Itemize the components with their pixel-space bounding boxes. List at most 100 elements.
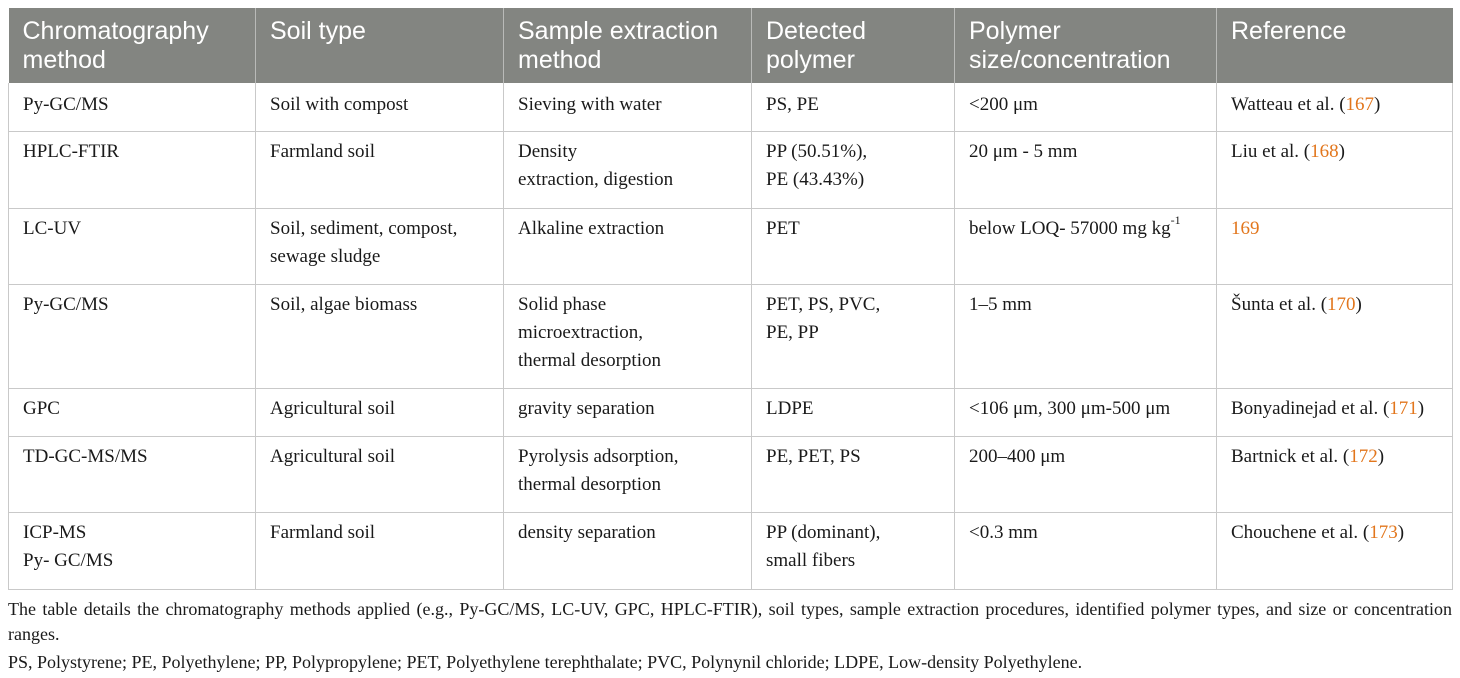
cell-polymer: PP (dominant), small fibers: [751, 512, 955, 590]
reference-close: ): [1377, 445, 1385, 467]
reference-link[interactable]: 172: [1349, 445, 1378, 467]
reference-author: Watteau et al. (: [1231, 94, 1346, 115]
cell-text: PET: [766, 217, 800, 239]
cell-size: 200–400 μm: [954, 436, 1217, 513]
table-row: Py-GC/MS Soil with compost Sieving with …: [8, 83, 1453, 132]
cell-polymer: LDPE: [751, 388, 955, 437]
cell-text: Agricultural soil: [270, 397, 396, 419]
unit-superscript: -1: [1170, 213, 1181, 228]
cell-text: below LOQ- 57000 mg kg: [969, 217, 1171, 239]
cell-text: thermal desorption: [518, 473, 661, 495]
cell-text: Density: [518, 140, 578, 162]
cell-method: Py-GC/MS: [8, 83, 256, 132]
cell-soil: Soil, algae biomass: [255, 284, 504, 389]
cell-polymer: PET: [751, 208, 955, 285]
reference-link[interactable]: 167: [1345, 94, 1375, 115]
header-detected-polymer: Detected polymer: [751, 8, 955, 83]
document: Chromatography method Soil type Sample e…: [8, 8, 1453, 675]
cell-text: HPLC-FTIR: [23, 140, 120, 162]
cell-text: Alkaline extraction: [518, 217, 665, 239]
reference-link[interactable]: 173: [1369, 521, 1398, 543]
reference-author: Chouchene et al. (: [1231, 521, 1370, 543]
cell-text: <106 μm, 300 μm-500 μm: [969, 397, 1171, 419]
cell-reference: Liu et al. (168): [1216, 131, 1453, 209]
cell-method: LC-UV: [8, 208, 256, 285]
reference-close: ): [1338, 140, 1345, 162]
cell-text: extraction, digestion: [518, 168, 674, 190]
cell-extraction: Pyrolysis adsorption, thermal desorption: [503, 436, 752, 513]
cell-polymer: PP (50.51%), PE (43.43%): [751, 131, 955, 209]
cell-soil: Soil with compost: [255, 83, 504, 132]
cell-soil: Soil, sediment, compost, sewage sludge: [255, 208, 504, 285]
cell-text: density separation: [518, 521, 656, 543]
table-row: ICP-MS Py- GC/MS Farmland soil density se…: [8, 512, 1453, 590]
cell-reference: 169: [1216, 208, 1453, 285]
cell-text: PP (50.51%),: [766, 140, 868, 162]
header-polymer-size: Polymer size/concentration: [954, 8, 1217, 83]
header-text: method: [22, 46, 106, 74]
cell-reference: Chouchene et al. (173): [1216, 512, 1453, 590]
cell-text: Py-GC/MS: [23, 293, 109, 315]
header-text: Polymer: [969, 17, 1061, 45]
cell-soil: Farmland soil: [255, 512, 504, 590]
cell-polymer: PE, PET, PS: [751, 436, 955, 513]
cell-soil: Farmland soil: [255, 131, 504, 209]
cell-text: Sieving with water: [518, 94, 662, 115]
cell-text: gravity separation: [518, 397, 655, 419]
cell-text: Py- GC/MS: [23, 549, 114, 571]
reference-author: Bartnick et al. (: [1231, 445, 1350, 467]
cell-method: Py-GC/MS: [8, 284, 256, 389]
reference-close: ): [1374, 94, 1381, 115]
cell-text: sewage sludge: [270, 245, 381, 267]
cell-soil: Agricultural soil: [255, 436, 504, 513]
header-reference: Reference: [1216, 8, 1453, 83]
table-row: TD-GC-MS/MS Agricultural soil Pyrolysis …: [8, 436, 1453, 513]
cell-text: 20 μm - 5 mm: [969, 140, 1078, 162]
cell-text: LDPE: [766, 397, 814, 419]
reference-author: Bonyadinejad et al. (: [1231, 397, 1390, 419]
cell-text: PET, PS, PVC,: [766, 293, 881, 315]
header-text: polymer: [766, 46, 855, 74]
header-text: Soil type: [270, 17, 366, 45]
cell-size: 1–5 mm: [954, 284, 1217, 389]
cell-extraction: Solid phase microextraction, thermal desor…: [503, 284, 752, 389]
table-row: Py-GC/MS Soil, algae biomass Solid phase…: [8, 284, 1453, 389]
cell-text: Pyrolysis adsorption,: [518, 445, 679, 467]
table-row: GPC Agricultural soil gravity separation…: [8, 388, 1453, 437]
header-soil-type: Soil type: [255, 8, 504, 83]
cell-text: Soil, algae biomass: [270, 293, 418, 315]
cell-extraction: Sieving with water: [503, 83, 752, 132]
header-sample-extraction-method: Sample extraction method: [503, 8, 752, 83]
cell-text: Soil, sediment, compost,: [270, 217, 458, 239]
cell-text: PS, PE: [766, 94, 819, 115]
reference-link[interactable]: 170: [1327, 293, 1356, 315]
cell-method: TD-GC-MS/MS: [8, 436, 256, 513]
cell-text: <200 μm: [969, 94, 1038, 115]
table-footnote: The table details the chromatography met…: [8, 597, 1452, 675]
reference-author: Liu et al. (: [1231, 140, 1311, 162]
cell-reference: Watteau et al. (167): [1216, 83, 1453, 132]
reference-link[interactable]: 171: [1389, 397, 1418, 419]
cell-text: Soil with compost: [270, 94, 409, 115]
cell-method: ICP-MS Py- GC/MS: [8, 512, 256, 590]
cell-size: <106 μm, 300 μm-500 μm: [954, 388, 1217, 437]
cell-soil: Agricultural soil: [255, 388, 504, 437]
cell-text: Agricultural soil: [270, 445, 396, 467]
reference-link[interactable]: 169: [1231, 217, 1260, 239]
cell-size: below LOQ- 57000 mg kg-1: [954, 208, 1217, 285]
header-text: Detected: [766, 17, 867, 45]
cell-reference: Šunta et al. (170): [1216, 284, 1453, 389]
cell-text: PP (dominant),: [766, 521, 881, 543]
cell-text: PE, PET, PS: [766, 445, 861, 467]
cell-text: LC-UV: [23, 217, 82, 239]
reference-link[interactable]: 168: [1310, 140, 1339, 162]
cell-text: Farmland soil: [270, 140, 376, 162]
cell-text: thermal desorption: [518, 349, 661, 371]
cell-extraction: density separation: [503, 512, 752, 590]
cell-text: Farmland soil: [270, 521, 376, 543]
cell-extraction: Density extraction, digestion: [503, 131, 752, 209]
cell-method: HPLC-FTIR: [8, 131, 256, 209]
reference-close: ): [1355, 293, 1362, 315]
table-header-row: Chromatography method Soil type Sample e…: [8, 8, 1453, 83]
cell-text: Py-GC/MS: [23, 94, 109, 115]
